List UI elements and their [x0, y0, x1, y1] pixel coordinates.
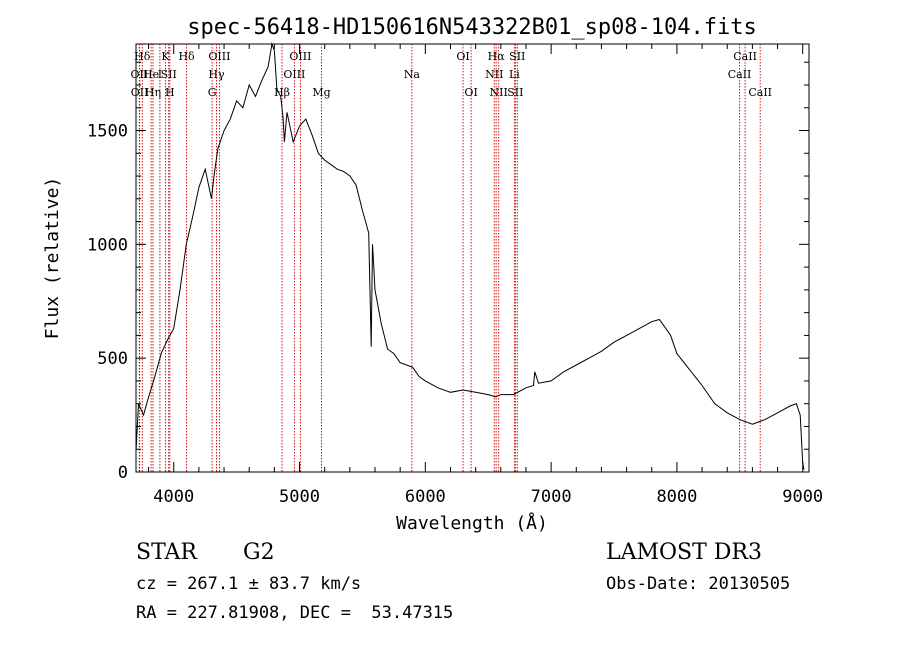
chart-title: spec-56418-HD150616N543322B01_sp08-104.f… — [187, 15, 757, 40]
line-marker-label: OI — [456, 50, 469, 63]
x-tick-label: 4000 — [153, 487, 194, 507]
line-marker-label: OIII — [283, 68, 305, 81]
object-class: STAR — [136, 540, 197, 565]
redshift-line: cz = 267.1 ± 83.7 km/s — [136, 574, 362, 594]
line-marker-label: Hη — [145, 86, 161, 99]
y-axis-label: Flux (relative) — [42, 177, 63, 340]
line-marker-label: CaII — [748, 86, 772, 99]
line-marker-label: NII — [490, 86, 508, 99]
line-marker-label: CaII — [733, 50, 757, 63]
line-marker-label: SII — [509, 50, 525, 63]
x-axis-label: Wavelength (Å) — [396, 512, 548, 534]
survey-name: LAMOST DR3 — [606, 540, 762, 565]
line-marker-label: Mg — [312, 86, 330, 99]
line-marker-label: SII — [507, 86, 523, 99]
line-marker-label: Hα — [488, 50, 506, 63]
x-axis-ticks: 4000 5000 6000 7000 8000 9000 — [148, 44, 823, 507]
line-marker-label: G — [208, 86, 217, 99]
line-marker-label: I — [158, 68, 162, 81]
line-marker-label: CaII — [728, 68, 752, 81]
line-marker-label: Li — [509, 68, 520, 81]
line-marker-label: OII — [131, 68, 149, 81]
line-marker-label: Na — [404, 68, 421, 81]
line-marker-label: OIII — [208, 50, 230, 63]
line-marker-label: OII — [131, 86, 149, 99]
spectral-line-markers — [138, 44, 761, 472]
line-marker-label: OI — [464, 86, 477, 99]
line-marker-label: NII — [485, 68, 503, 81]
line-marker-label: H — [165, 86, 175, 99]
line-marker-label: Hγ — [208, 68, 225, 81]
obs-date: Obs-Date: 20130505 — [606, 574, 791, 594]
x-tick-label: 7000 — [531, 487, 572, 507]
y-tick-label: 0 — [118, 463, 128, 483]
x-tick-label: 8000 — [656, 487, 697, 507]
line-marker-label: Hδ — [134, 50, 151, 63]
line-marker-label: K — [161, 50, 170, 63]
x-tick-label: 5000 — [279, 487, 320, 507]
plot-frame — [135, 43, 810, 473]
line-marker-label: He — [143, 68, 159, 81]
line-marker-label: SII — [161, 68, 177, 81]
y-tick-label: 1500 — [87, 122, 128, 142]
line-marker-label: Hδ — [178, 50, 195, 63]
coordinates-line: RA = 227.81908, DEC = 53.47315 — [136, 603, 454, 623]
x-tick-label: 6000 — [405, 487, 446, 507]
y-tick-label: 1000 — [87, 235, 128, 255]
x-tick-label: 9000 — [782, 487, 823, 507]
object-subclass: G2 — [243, 540, 275, 565]
line-marker-label: Hβ — [274, 86, 290, 99]
y-tick-label: 500 — [97, 349, 128, 369]
line-marker-label: OIII — [289, 50, 311, 63]
spectrum-line — [135, 42, 805, 470]
y-axis-ticks: 0 500 1000 1500 — [87, 61, 809, 483]
